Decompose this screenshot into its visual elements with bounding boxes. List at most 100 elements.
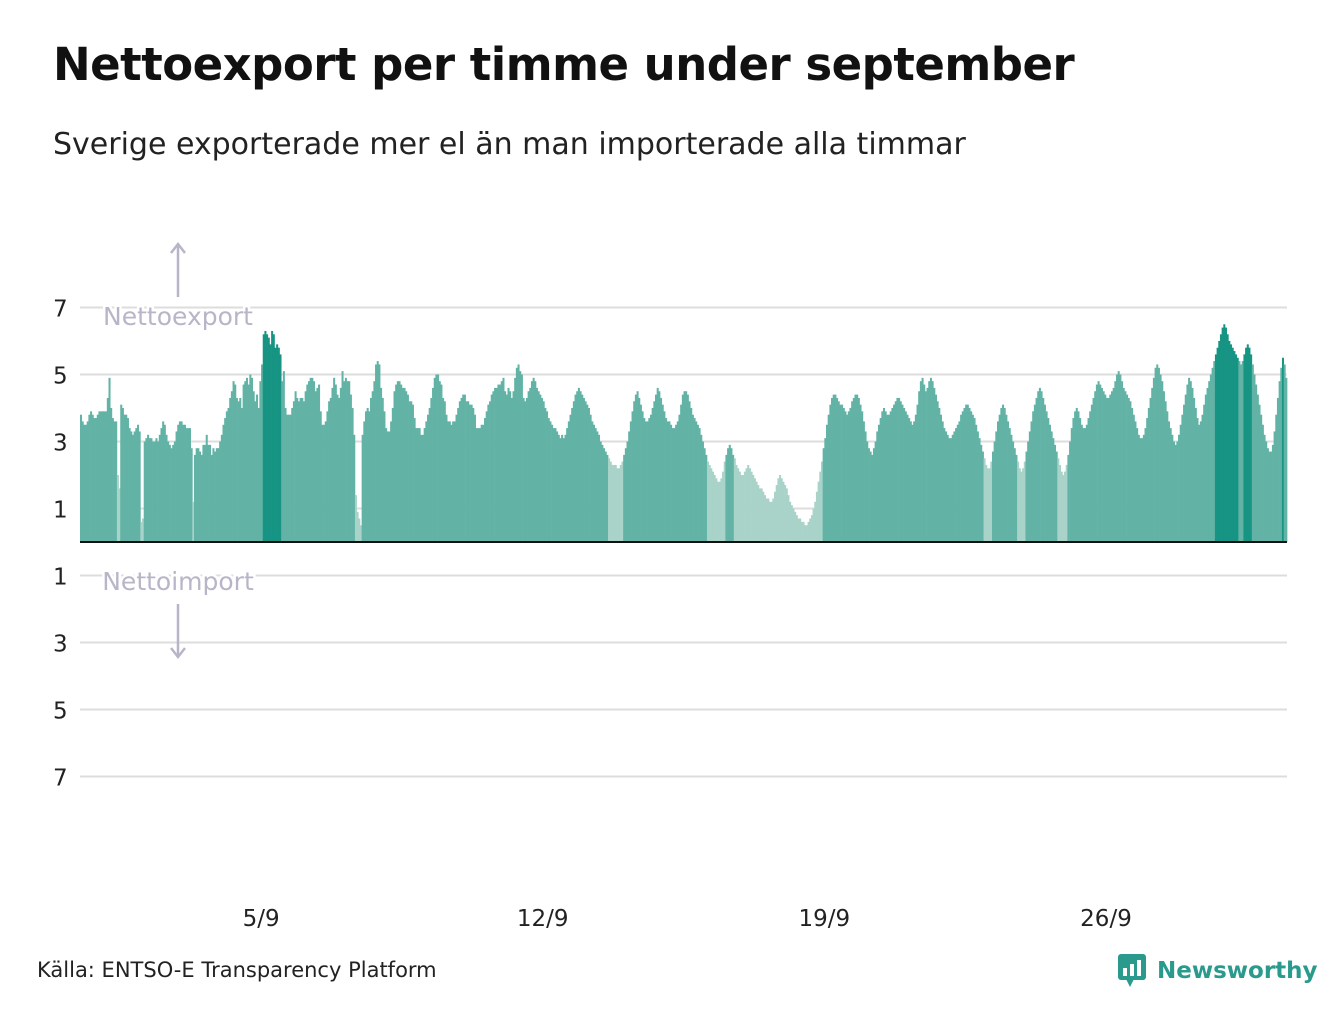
bar: [1283, 364, 1286, 542]
bar: [267, 337, 270, 542]
bar: [705, 454, 708, 542]
bar: [928, 381, 931, 542]
bar: [375, 364, 378, 542]
bar: [1275, 414, 1278, 542]
bar: [923, 384, 926, 542]
bar: [1266, 448, 1269, 542]
bar: [440, 384, 443, 542]
bar: [1273, 431, 1276, 542]
bar: [302, 401, 305, 542]
bar: [256, 394, 259, 542]
bar: [173, 441, 176, 542]
bar: [794, 511, 797, 542]
bar: [271, 330, 274, 542]
bar: [872, 448, 875, 542]
bar: [95, 418, 98, 542]
bar: [966, 404, 969, 542]
bar: [592, 424, 596, 542]
bar: [115, 421, 118, 542]
bar: [1070, 428, 1073, 542]
bar: [789, 501, 792, 542]
bar: [743, 471, 746, 542]
bar: [296, 397, 299, 542]
bar: [685, 391, 688, 542]
bar: [1206, 387, 1209, 542]
bar: [1278, 381, 1281, 542]
bar: [1087, 418, 1090, 542]
bar: [867, 448, 870, 542]
bar: [717, 481, 720, 542]
bar: [512, 391, 515, 542]
bar: [898, 397, 901, 542]
bar: [1173, 441, 1176, 542]
bar: [1199, 421, 1202, 542]
bar: [351, 408, 354, 542]
bar: [411, 404, 414, 542]
bar: [1159, 374, 1162, 542]
bar: [349, 394, 352, 542]
bar: [680, 404, 683, 542]
bar: [722, 471, 725, 542]
bar: [899, 401, 902, 542]
brand-logo[interactable]: Newsworthy: [1117, 953, 1318, 989]
bar: [1119, 374, 1122, 542]
bar: [544, 408, 547, 542]
bar: [183, 424, 186, 542]
bar: [249, 374, 252, 542]
bar: [492, 391, 495, 542]
bar: [1047, 418, 1050, 542]
bar: [527, 391, 530, 542]
bar: [529, 387, 532, 542]
bar: [1184, 394, 1187, 542]
bar: [306, 384, 309, 542]
bar: [730, 448, 733, 542]
bar: [398, 381, 401, 542]
bar: [244, 381, 247, 542]
bar: [846, 414, 849, 542]
bar: [428, 408, 431, 542]
bar: [1127, 397, 1130, 542]
bar: [660, 397, 663, 542]
bar: [1114, 381, 1117, 542]
bar: [1228, 341, 1231, 542]
bar: [313, 381, 316, 542]
bar: [225, 411, 228, 542]
bar: [995, 431, 998, 542]
bar: [832, 394, 835, 542]
bar: [945, 431, 948, 542]
bar: [336, 394, 339, 542]
bar: [403, 387, 406, 542]
bar: [701, 441, 704, 542]
bar: [1065, 464, 1068, 542]
bar: [556, 431, 559, 542]
bar: [106, 397, 109, 542]
bar: [1122, 387, 1125, 542]
bar: [175, 431, 178, 542]
bar: [559, 438, 562, 542]
bar: [1204, 394, 1207, 542]
bar: [388, 431, 391, 542]
bar: [882, 408, 886, 542]
bar: [859, 404, 862, 542]
bar: [678, 414, 681, 542]
bar: [391, 408, 394, 542]
bar: [520, 374, 523, 542]
bar: [787, 495, 790, 542]
bar: [356, 511, 359, 542]
bar: [805, 525, 808, 542]
bar: [864, 431, 867, 542]
bar: [1067, 454, 1070, 542]
bar: [1152, 377, 1155, 542]
bar: [264, 330, 267, 542]
bar: [437, 374, 440, 542]
bar: [968, 408, 971, 542]
bar: [235, 397, 238, 542]
bar: [1219, 334, 1222, 542]
bar: [1271, 444, 1274, 542]
bar: [916, 404, 919, 542]
bar: [879, 418, 882, 542]
bar: [844, 411, 847, 542]
bar: [517, 364, 520, 542]
bar: [188, 428, 191, 542]
bar: [1129, 401, 1132, 542]
